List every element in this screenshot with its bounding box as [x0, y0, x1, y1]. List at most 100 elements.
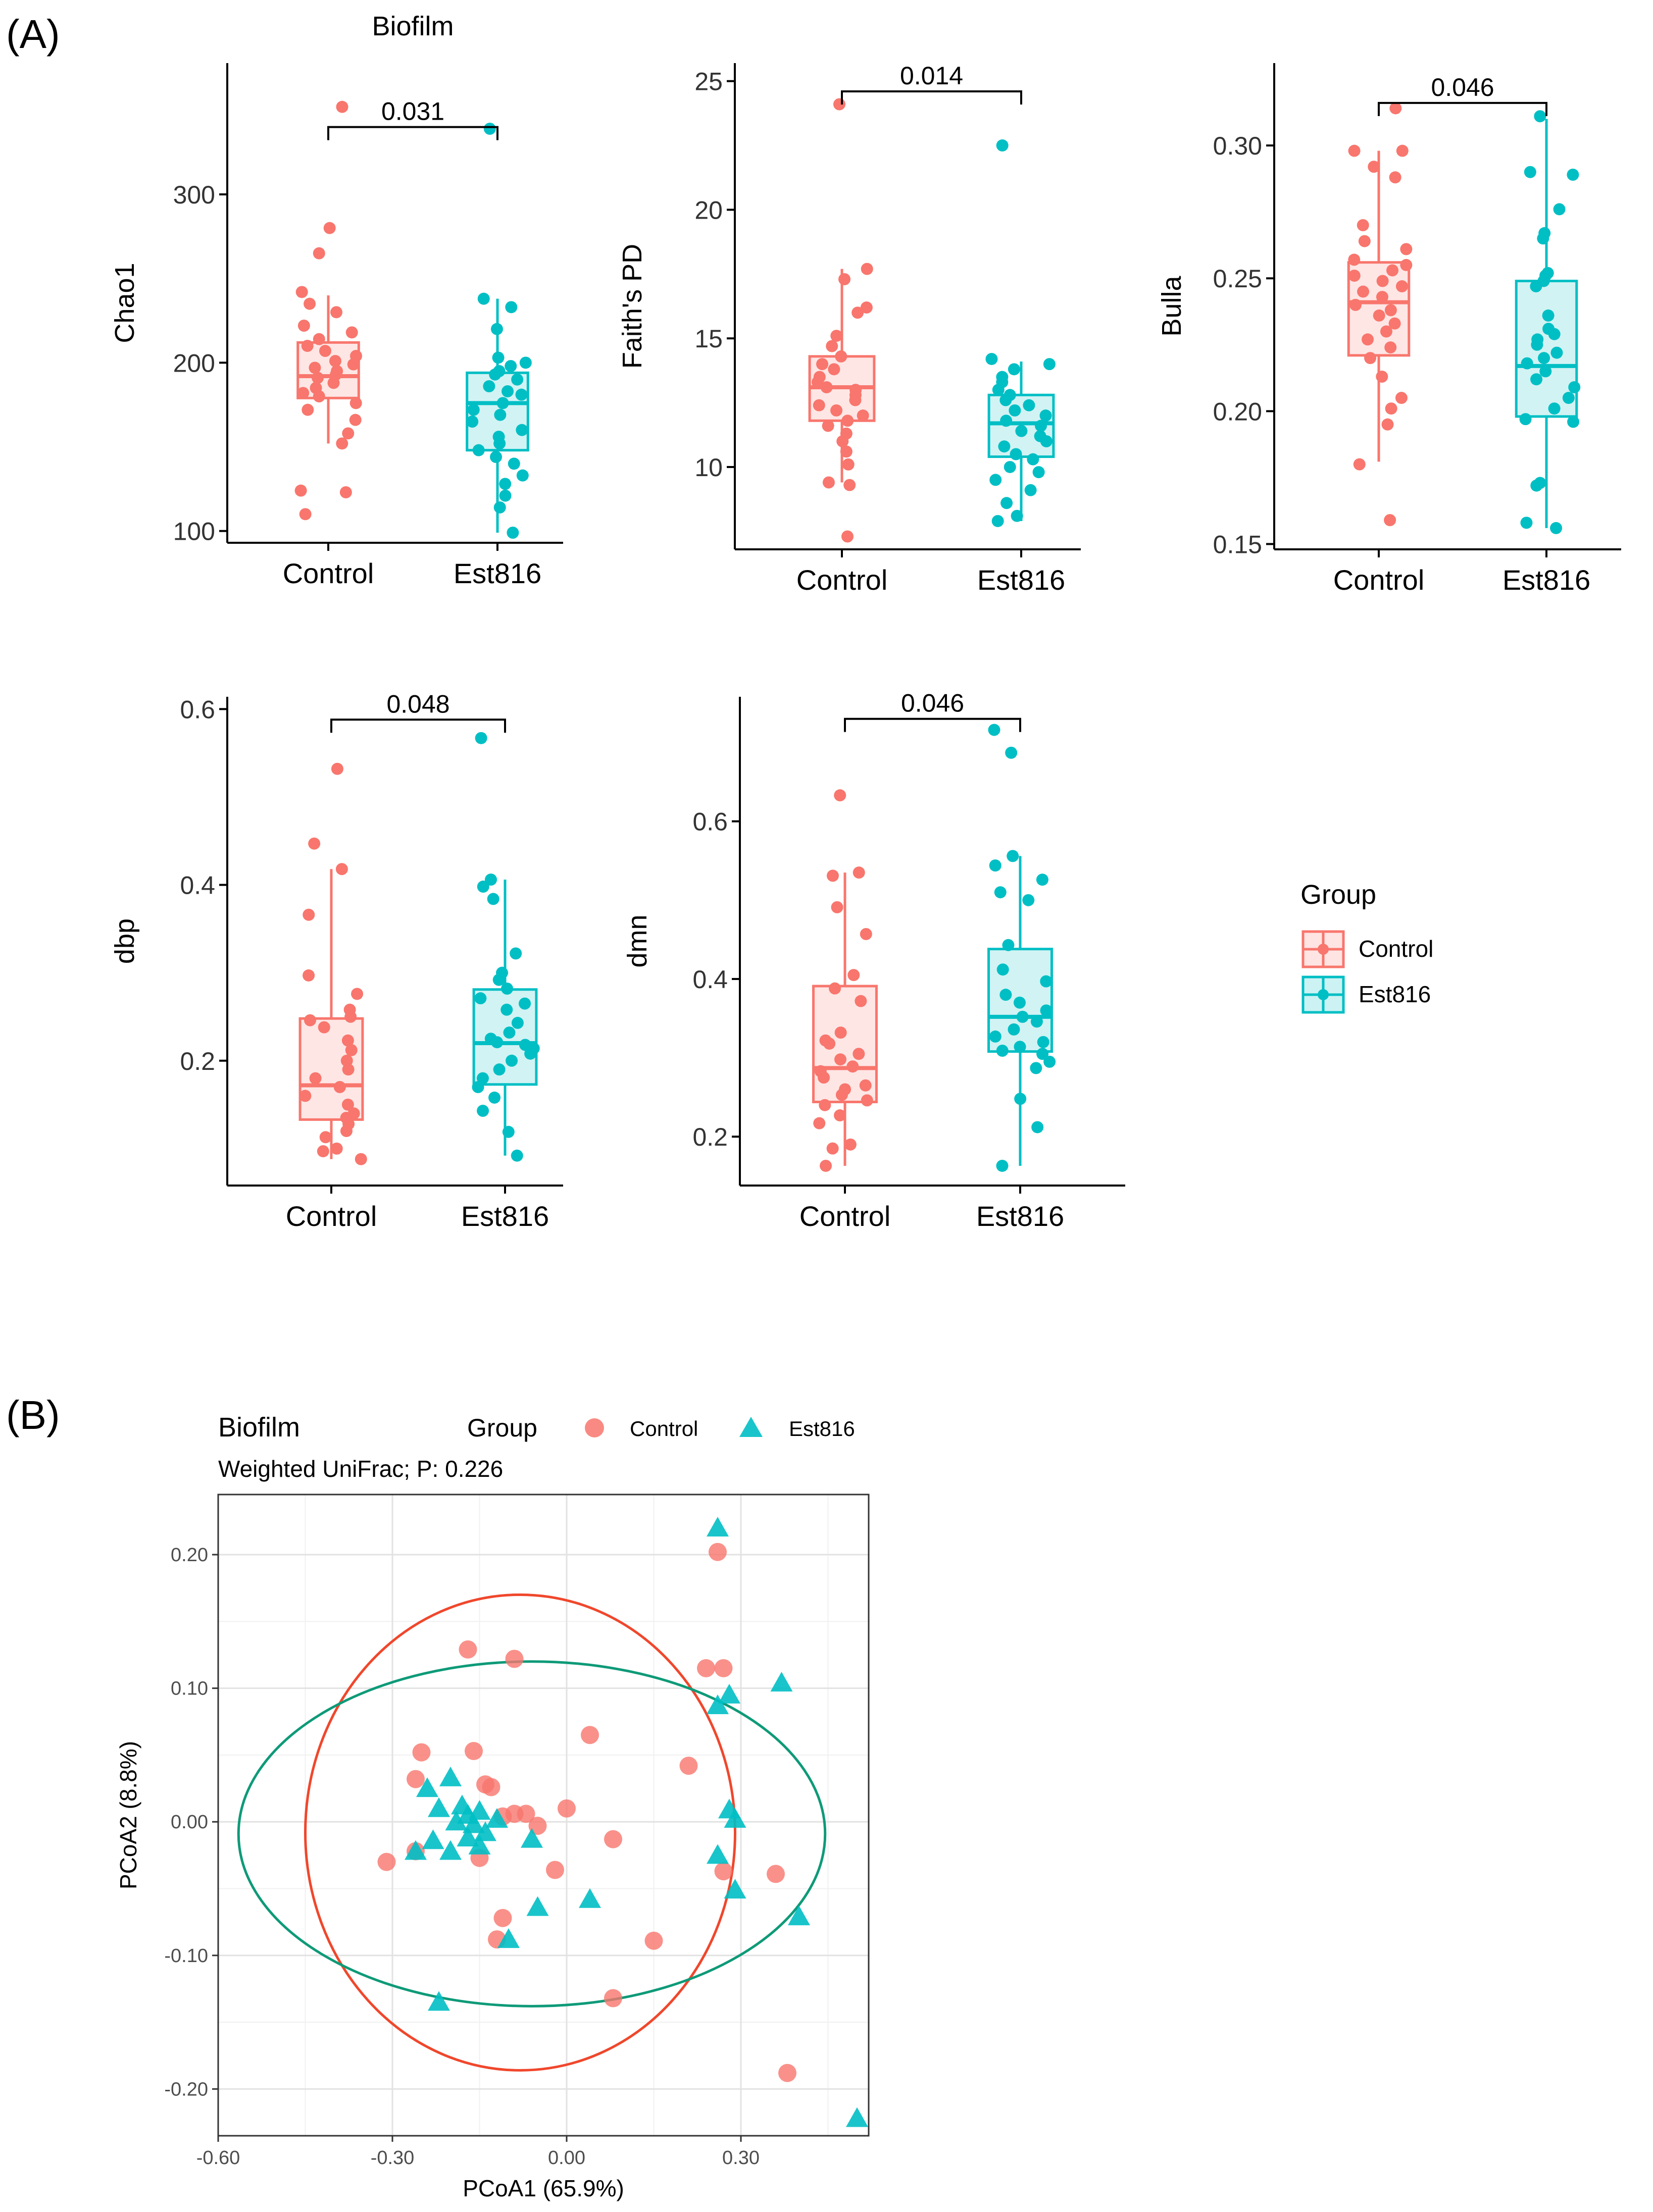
panel-label-b: (B) — [6, 1393, 60, 1437]
pcoa-point — [439, 1766, 462, 1786]
data-point — [515, 388, 528, 401]
dmn-significance-bracket — [844, 717, 1021, 732]
data-point — [1384, 341, 1397, 354]
data-point — [1364, 352, 1377, 365]
data-point — [1381, 418, 1394, 431]
data-point — [516, 469, 529, 482]
data-point — [811, 376, 824, 388]
data-point — [516, 424, 528, 436]
pcoa-point — [767, 1865, 785, 1883]
faith-s-pd-ytick-label: 25 — [694, 68, 723, 96]
bulla-ytick-label: 0.20 — [1213, 397, 1262, 426]
legend-key-est816-dot — [1318, 989, 1329, 1000]
pcoa-point — [497, 1928, 520, 1948]
data-point — [318, 1021, 330, 1034]
pcoa-ytick-label: -0.20 — [164, 2079, 208, 2100]
data-point — [1539, 365, 1552, 378]
data-point — [1521, 357, 1533, 370]
data-point — [1395, 392, 1408, 404]
data-point — [330, 1142, 343, 1155]
data-point — [834, 1109, 846, 1122]
pcoa-legend-label-est816: Est816 — [789, 1417, 855, 1441]
data-point — [1016, 1010, 1029, 1023]
legend-label-control: Control — [1359, 936, 1433, 962]
data-point — [831, 901, 843, 913]
data-point — [1568, 381, 1581, 393]
data-point — [999, 394, 1012, 406]
data-point — [1024, 484, 1037, 496]
faith-s-pd-box-control — [808, 98, 876, 543]
pcoa-point — [526, 1896, 549, 1916]
data-point — [342, 1063, 355, 1076]
data-point — [345, 1044, 358, 1056]
chao1-ytick-label: 100 — [173, 518, 215, 546]
data-point — [1524, 166, 1536, 178]
data-point — [1530, 479, 1543, 492]
pcoa-point — [486, 1808, 508, 1828]
data-point — [1353, 458, 1366, 471]
dmn-pvalue: 0.046 — [901, 689, 964, 717]
dbp-ytick-label: 0.6 — [180, 695, 215, 724]
data-point — [1036, 873, 1048, 886]
pcoa-ellipse-control — [304, 1593, 736, 2072]
dmn-ytick-label: 0.6 — [692, 808, 728, 836]
bulla-pvalue: 0.046 — [1431, 73, 1494, 101]
data-point — [308, 837, 321, 850]
data-point — [1043, 1055, 1056, 1068]
data-point — [1550, 346, 1563, 359]
pcoa-ellipse-est816 — [237, 1660, 827, 2008]
data-point — [492, 351, 505, 364]
chao1-y-axis-label: Chao1 — [110, 263, 140, 343]
data-point — [1534, 110, 1546, 123]
pcoa-point — [718, 1683, 740, 1704]
pcoa-point — [459, 1640, 477, 1659]
boxplot-faiths-pd: 10 15 20 25 Faith's PD Control Est816 0.014 — [617, 62, 1081, 596]
data-point — [519, 997, 531, 1010]
data-point — [336, 100, 348, 113]
bulla-box-est816 — [1515, 110, 1581, 534]
data-point — [477, 881, 489, 893]
pcoa-point — [778, 2064, 796, 2082]
data-point — [309, 362, 321, 374]
data-point — [857, 409, 869, 422]
chao1-box-est816 — [466, 123, 532, 539]
data-point — [1035, 420, 1047, 432]
data-point — [1520, 517, 1533, 529]
data-point — [1396, 144, 1409, 157]
pcoa-point — [770, 1672, 793, 1692]
chao1-title: Biofilm — [372, 11, 454, 41]
data-point — [1005, 746, 1018, 759]
data-point — [323, 222, 336, 234]
pcoa-point — [422, 1829, 444, 1849]
data-point — [1380, 325, 1392, 338]
chao1-pvalue: 0.031 — [381, 97, 444, 126]
bulla-box-control — [1347, 102, 1413, 527]
data-point — [1538, 352, 1550, 365]
data-point — [492, 973, 505, 986]
data-point — [309, 1072, 322, 1085]
pcoa-point — [707, 1694, 729, 1715]
data-point — [835, 1089, 848, 1101]
data-point — [1384, 304, 1397, 317]
data-point — [330, 306, 342, 319]
pcoa-point — [457, 1826, 479, 1846]
data-point — [985, 352, 998, 365]
data-point — [1389, 102, 1402, 115]
pcoa-point — [407, 1770, 425, 1788]
chao1-ytick-label: 200 — [173, 349, 215, 377]
data-point — [319, 345, 331, 357]
data-point — [477, 1105, 489, 1117]
data-point — [1000, 497, 1013, 509]
data-point — [351, 988, 364, 1000]
pcoa-panel-bg — [218, 1495, 869, 2136]
data-point — [834, 1026, 847, 1039]
data-point — [860, 928, 872, 940]
chao1-xtick-label-control: Control — [283, 557, 374, 589]
data-point — [1530, 280, 1542, 293]
data-point — [319, 1131, 332, 1144]
boxplot-dbp: 0.2 0.4 0.6 dbp Control Est816 0.048 — [110, 690, 563, 1232]
data-point — [836, 435, 849, 447]
dbp-xtick-label-control: Control — [286, 1200, 377, 1232]
dmn-xtick-label-control: Control — [799, 1200, 891, 1232]
data-point — [816, 358, 829, 371]
